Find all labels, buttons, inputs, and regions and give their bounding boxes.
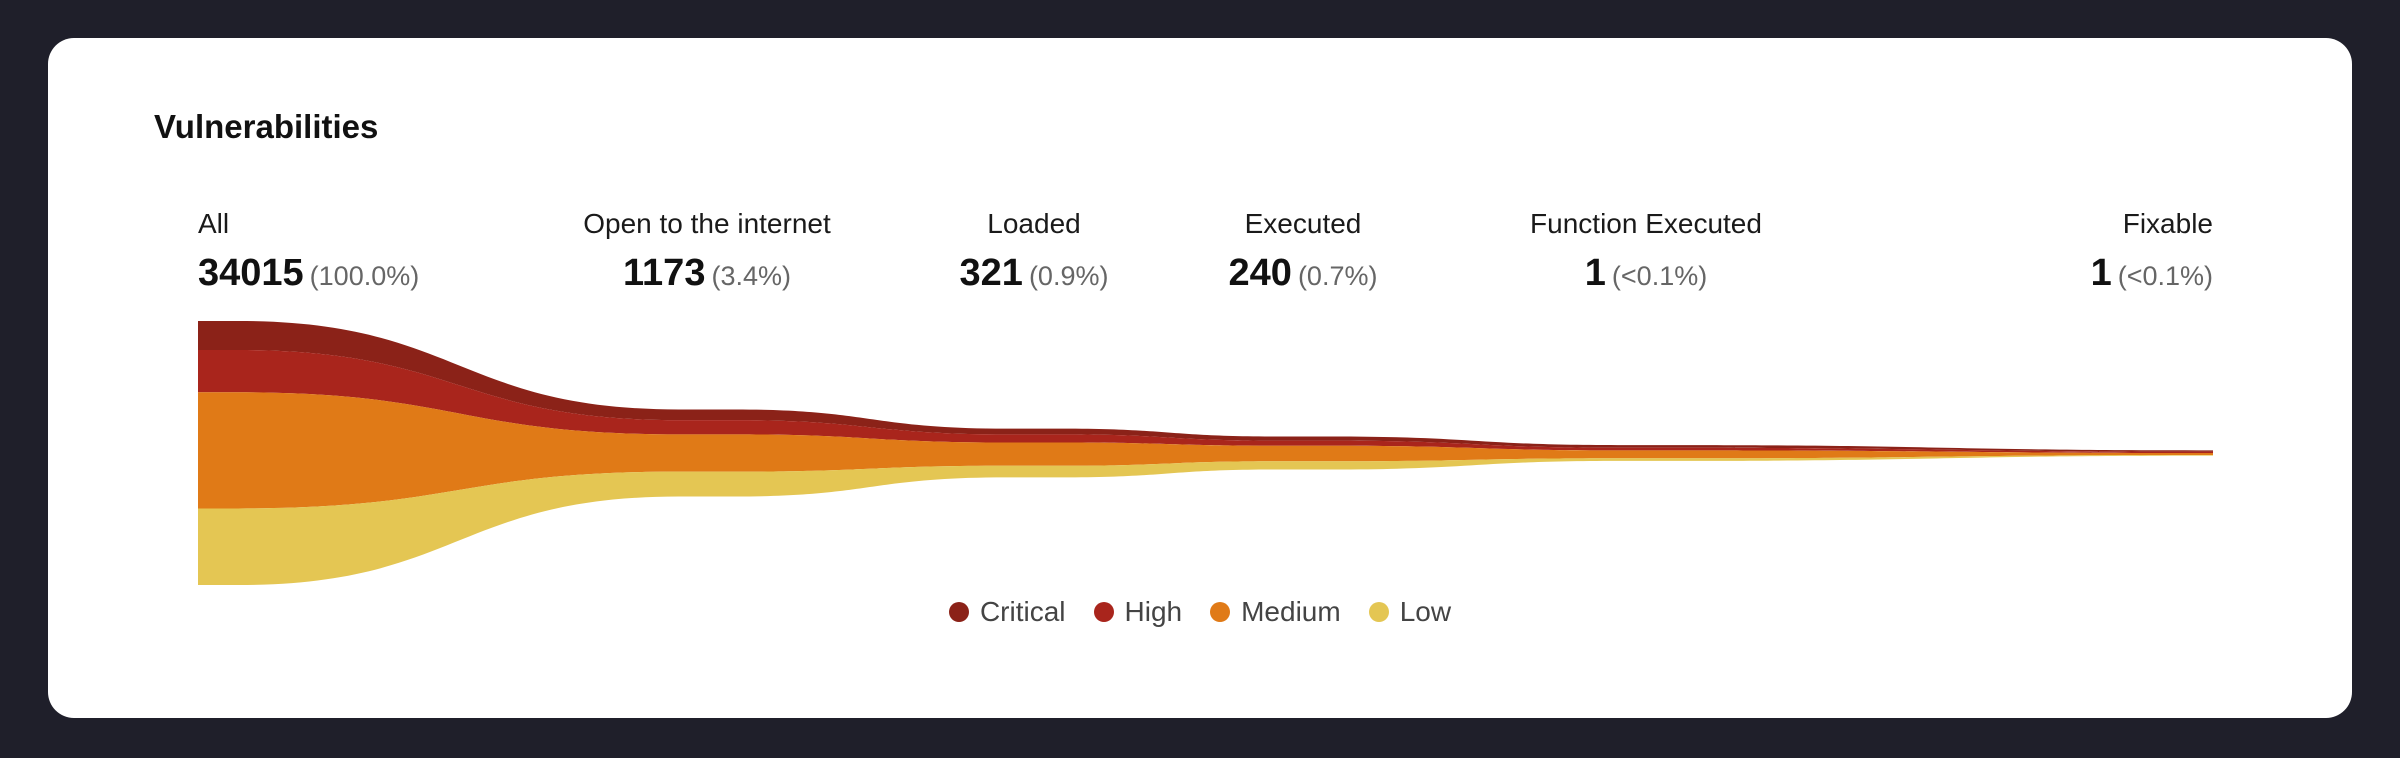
stage-count: 1	[2090, 252, 2112, 294]
legend: Critical High Medium Low	[48, 596, 2352, 628]
legend-label: Critical	[979, 596, 1066, 627]
legend-swatch	[1093, 602, 1114, 622]
legend-swatch	[1368, 602, 1389, 622]
stage-percent: (3.4%)	[711, 261, 791, 291]
stage-label: Executed	[1244, 208, 1362, 239]
stage-executed: Executed 240 (0.7%)	[1229, 208, 1378, 295]
funnel-chart	[198, 321, 2213, 585]
legend-item-low[interactable]: Low	[1368, 596, 1452, 628]
stage-all: All 34015 (100.0%)	[198, 208, 419, 295]
stage-label: Fixable	[2122, 208, 2213, 239]
band-critical[interactable]	[198, 321, 2213, 452]
stage-function-executed: Function Executed 1 (<0.1%)	[1530, 208, 1762, 295]
stage-percent: (0.7%)	[1297, 261, 1378, 291]
stage-count: 240	[1228, 252, 1292, 294]
legend-item-critical[interactable]: Critical	[948, 596, 1066, 628]
stage-label: Function Executed	[1530, 208, 1762, 239]
stage-percent: (0.9%)	[1028, 261, 1109, 291]
stage-count: 34015	[198, 252, 304, 294]
band-high[interactable]	[198, 350, 2213, 453]
stage-percent: (100.0%)	[309, 261, 420, 291]
stage-loaded: Loaded 321 (0.9%)	[960, 208, 1109, 295]
vulnerabilities-card: Vulnerabilities All 34015 (100.0%) Open t…	[48, 38, 2352, 718]
stage-count: 1	[1584, 252, 1606, 294]
legend-item-high[interactable]: High	[1093, 596, 1183, 628]
legend-swatch	[948, 602, 969, 622]
stage-open-to-internet: Open to the internet 1173 (3.4%)	[583, 208, 831, 295]
legend-label: High	[1124, 596, 1183, 627]
legend-swatch	[1210, 602, 1231, 622]
band-medium[interactable]	[198, 392, 2213, 509]
legend-item-medium[interactable]: Medium	[1210, 596, 1341, 628]
legend-label: Low	[1399, 596, 1452, 627]
card-title: Vulnerabilities	[154, 108, 379, 145]
stage-count: 1173	[623, 252, 706, 294]
stage-label: All	[198, 208, 230, 239]
stage-label: Loaded	[987, 208, 1081, 239]
stage-fixable: Fixable 1 (<0.1%)	[2091, 208, 2213, 295]
stage-count: 321	[959, 252, 1023, 294]
band-low[interactable]	[198, 454, 2213, 585]
stage-percent: (<0.1%)	[1611, 261, 1708, 291]
stage-percent: (<0.1%)	[2117, 261, 2213, 291]
legend-label: Medium	[1241, 596, 1341, 627]
stage-label: Open to the internet	[583, 208, 831, 239]
